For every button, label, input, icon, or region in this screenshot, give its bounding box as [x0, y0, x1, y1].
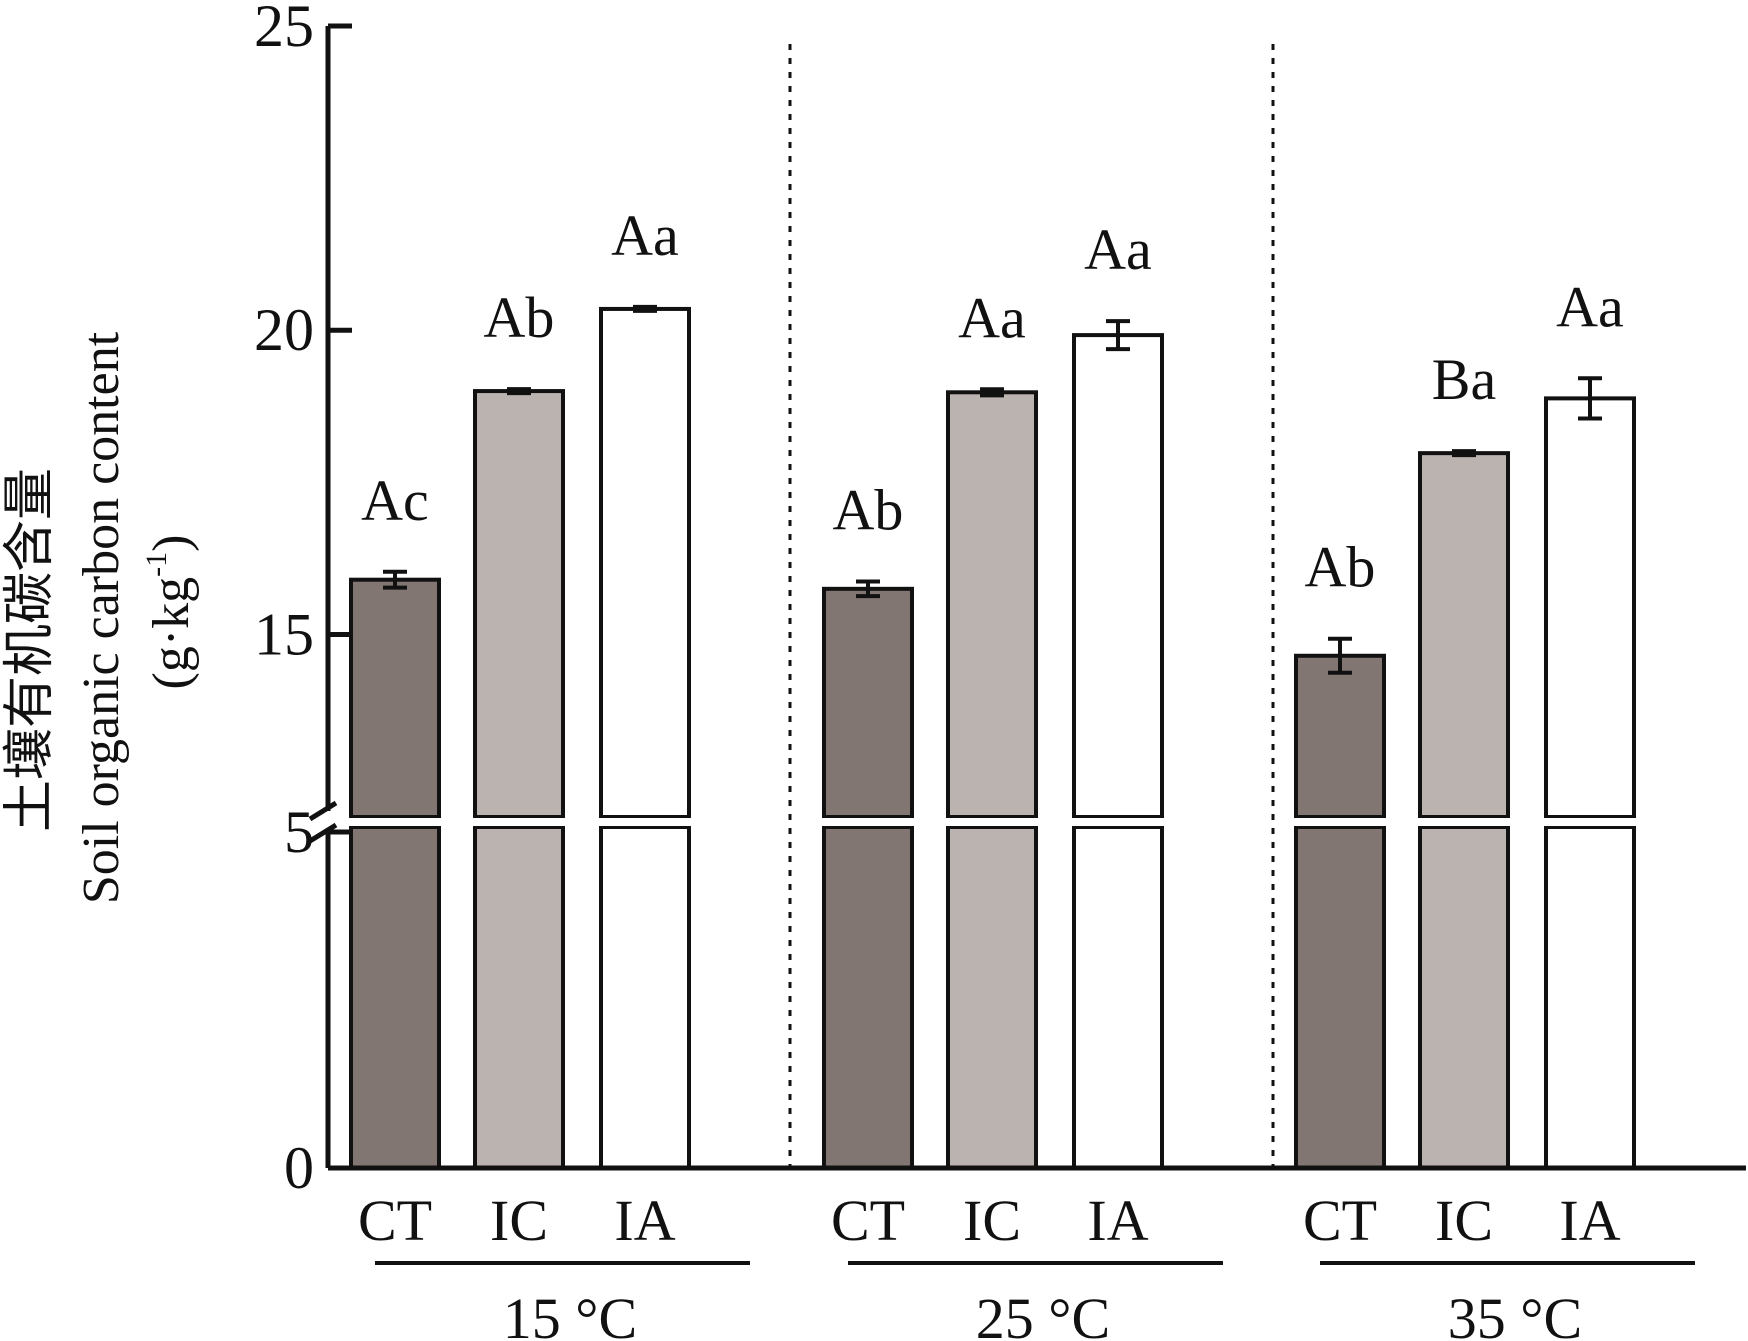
significance-label: Aa	[1556, 274, 1624, 339]
significance-label: Ab	[484, 285, 555, 350]
group-label: 15 °C	[503, 1286, 637, 1341]
bar-25C-IA: Aa IA	[1070, 217, 1166, 1253]
bar-upper-segment	[822, 586, 914, 819]
axis-break-mark-lower	[308, 822, 338, 844]
y-axis-label-english: Soil organic carbon content	[73, 331, 130, 904]
bar-upper-segment	[1544, 396, 1636, 819]
significance-label: Aa	[611, 203, 679, 268]
y-axis-unit-superscript: -1	[140, 552, 173, 577]
bar-break-gap	[1542, 818, 1638, 826]
bar-15C-CT: Ac CT	[347, 468, 443, 1253]
x-category-label: IC	[963, 1188, 1021, 1253]
bar-lower-segment	[946, 825, 1038, 1170]
bar-lower-segment	[349, 825, 441, 1170]
bar-35C-CT: Ab CT	[1292, 535, 1388, 1253]
bar-break-gap	[597, 818, 693, 826]
significance-label: Aa	[1084, 217, 1152, 282]
bar-upper-segment	[1072, 333, 1164, 819]
y-axis-label-chinese: 土壤有机碳含量	[2, 468, 59, 832]
bar-upper-segment	[1418, 451, 1510, 819]
y-tick-label: 25	[254, 0, 314, 59]
bar-lower-segment	[1418, 825, 1510, 1170]
bar-upper-segment	[1294, 653, 1386, 819]
x-category-label: IC	[1435, 1188, 1493, 1253]
bar-upper-segment	[473, 389, 565, 819]
bar-lower-segment	[599, 825, 691, 1170]
y-axis-label-unit: (g·kg-1)	[140, 535, 200, 690]
bar-upper-segment	[599, 306, 691, 819]
y-axis-unit-close: )	[143, 535, 200, 552]
bar-break-gap	[347, 818, 443, 826]
x-category-label: CT	[1303, 1188, 1377, 1253]
bar-35C-IC: Ba IC	[1416, 347, 1512, 1253]
bar-25C-IC: Aa IC	[944, 285, 1040, 1253]
x-category-label: IA	[1087, 1188, 1148, 1253]
bar-break-gap	[820, 818, 916, 826]
y-tick-label: 20	[254, 297, 314, 363]
significance-label: Ba	[1432, 347, 1496, 412]
bar-25C-CT: Ab CT	[820, 478, 916, 1253]
bar-lower-segment	[1544, 825, 1636, 1170]
x-category-label: IA	[1559, 1188, 1620, 1253]
bar-break-gap	[1070, 818, 1166, 826]
x-category-label: IC	[490, 1188, 548, 1253]
group-label: 35 °C	[1448, 1286, 1582, 1341]
significance-label: Ac	[361, 468, 429, 533]
y-tick-label: 15	[254, 601, 314, 667]
axis-break-mark-upper	[308, 800, 338, 822]
bar-break-gap	[471, 818, 567, 826]
bar-lower-segment	[1072, 825, 1164, 1170]
plot-area: Ac CT Ab IC Aa IA 15 °C Ab CT Aa IC Aa IA 25 °C Ab CT Ba…	[254, 0, 1746, 1341]
y-axis-label: 土壤有机碳含量 Soil organic carbon content (g·k…	[2, 331, 200, 904]
bar-break-gap	[1292, 818, 1388, 826]
significance-label: Aa	[958, 285, 1026, 350]
bar-lower-segment	[822, 825, 914, 1170]
bar-upper-segment	[946, 390, 1038, 819]
group-label: 25 °C	[976, 1286, 1110, 1341]
significance-label: Ab	[1305, 535, 1376, 600]
bar-lower-segment	[1294, 825, 1386, 1170]
x-category-label: IA	[614, 1188, 675, 1253]
y-tick-label: 0	[284, 1135, 314, 1201]
bar-lower-segment	[473, 825, 565, 1170]
x-category-label: CT	[831, 1188, 905, 1253]
y-tick-label: 5	[284, 799, 314, 865]
significance-label: Ab	[833, 478, 904, 543]
x-category-label: CT	[358, 1188, 432, 1253]
bar-upper-segment	[349, 577, 441, 820]
bar-break-gap	[1416, 818, 1512, 826]
bar-break-gap	[944, 818, 1040, 826]
bar-15C-IA: Aa IA	[597, 203, 693, 1253]
bar-15C-IC: Ab IC	[471, 285, 567, 1253]
y-axis-unit-main: (g·kg	[143, 577, 200, 690]
bar-35C-IA: Aa IA	[1542, 274, 1638, 1253]
